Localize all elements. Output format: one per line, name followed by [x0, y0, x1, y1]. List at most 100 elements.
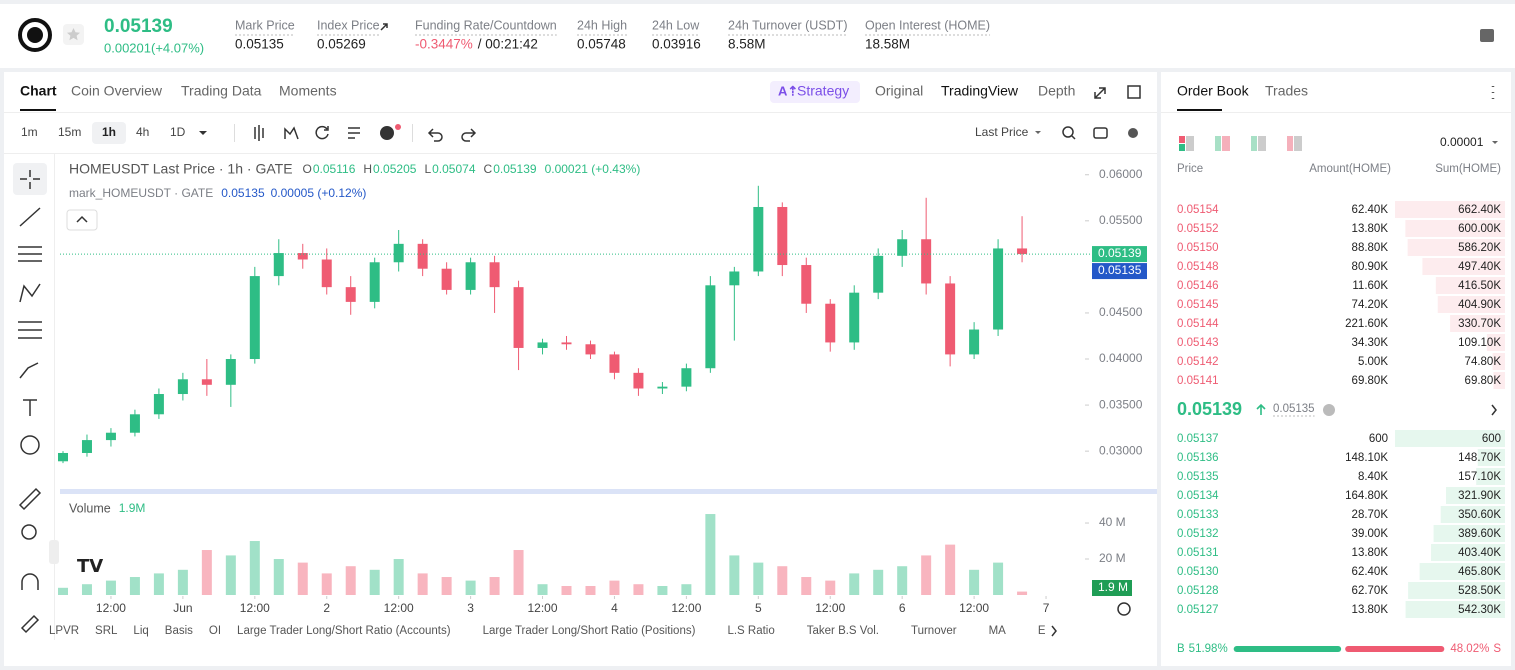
search-icon[interactable]: [1062, 126, 1074, 138]
view-tab[interactable]: TradingView: [941, 83, 1019, 99]
collapse-button[interactable]: [66, 209, 98, 231]
ruler-tool[interactable]: [18, 487, 42, 511]
ob-sum: 662.40K: [1458, 204, 1501, 216]
template-icon[interactable]: [348, 127, 360, 139]
redo-icon[interactable]: [461, 128, 477, 142]
indicator[interactable]: Large Trader Long/Short Ratio (Positions…: [483, 625, 696, 637]
x-tick-label: 12:00: [671, 601, 701, 615]
tab[interactable]: Coin Overview: [71, 83, 163, 99]
indicator[interactable]: Large Trader Long/Short Ratio (Accounts): [237, 625, 451, 637]
candle-body: [225, 359, 236, 385]
x-tick-label: 12:00: [959, 601, 989, 615]
indicator[interactable]: Taker B.S Vol.: [807, 625, 879, 637]
text-tool[interactable]: [23, 399, 37, 416]
crosshair-tool[interactable]: [20, 170, 40, 189]
fib-tool[interactable]: [18, 321, 42, 339]
candle-type-icon[interactable]: [254, 125, 264, 141]
zoom-tool[interactable]: [21, 524, 37, 540]
volume-bar: [921, 555, 932, 595]
indicator[interactable]: Liq: [133, 625, 148, 637]
volume-tag: [1092, 580, 1132, 596]
y-tick-label: 0.04000: [1099, 351, 1143, 365]
candle-body: [921, 239, 932, 284]
strategy-icon: A⇡: [778, 83, 798, 98]
tv-logo: 𝗧𝗩: [77, 556, 103, 576]
indicator[interactable]: OI: [209, 625, 221, 637]
axis-settings[interactable]: [1117, 602, 1131, 616]
ob-price: 0.05135: [1177, 471, 1219, 483]
magnet-tool[interactable]: [21, 573, 39, 590]
ob-amount: 28.70K: [1352, 509, 1389, 521]
pattern-tool[interactable]: [19, 283, 41, 303]
brush-tool[interactable]: [19, 362, 39, 379]
panel-toggle[interactable]: [49, 540, 59, 564]
volume-legend-value: 1.9M: [119, 501, 146, 515]
candle-body: [417, 243, 428, 269]
depth-bar: [1433, 525, 1505, 542]
price-type[interactable]: Last Price: [975, 125, 1029, 139]
scroll-right[interactable]: [1051, 625, 1057, 637]
indicator[interactable]: EMA: [1038, 625, 1063, 637]
depth-bar: [1450, 315, 1505, 332]
replay-icon[interactable]: [315, 125, 329, 140]
add-icon[interactable]: [380, 126, 394, 140]
layout-icons[interactable]: [1179, 136, 1302, 151]
ob-amount: 13.80K: [1352, 547, 1389, 559]
volume-bar: [417, 573, 428, 595]
volume-bar: [153, 573, 164, 595]
interval[interactable]: 4h: [136, 125, 149, 139]
camera-icon[interactable]: [1093, 127, 1108, 139]
depth-bar: [1492, 353, 1505, 370]
fullscreen-icon[interactable]: [1094, 87, 1106, 99]
ob-amount: 80.90K: [1352, 261, 1389, 273]
info-icon[interactable]: [1323, 404, 1335, 416]
settings-icon[interactable]: [1128, 128, 1138, 138]
strategy-button[interactable]: [770, 81, 860, 103]
ob-sum: 157.10K: [1458, 471, 1501, 483]
dropdown-icon[interactable]: [199, 131, 207, 135]
indicator[interactable]: SRL: [95, 625, 118, 637]
indicator[interactable]: L.S Ratio: [727, 625, 774, 637]
tab[interactable]: Moments: [279, 83, 337, 99]
indicator-icon[interactable]: [284, 126, 299, 140]
indicator[interactable]: MA: [989, 625, 1007, 637]
tab[interactable]: Chart: [20, 83, 57, 99]
ob-tab[interactable]: Order Book: [1177, 83, 1250, 99]
interval[interactable]: 1D: [170, 125, 186, 139]
channel-tool[interactable]: [18, 246, 42, 262]
indicator[interactable]: LPVR: [49, 625, 79, 637]
x-tick-label: 12:00: [96, 601, 126, 615]
ob-sum: 600: [1482, 433, 1501, 445]
search-icon: [1071, 135, 1076, 140]
edit-tool[interactable]: [20, 614, 40, 634]
x-tick-label: 4: [611, 601, 618, 615]
volume-bar: [201, 550, 212, 595]
indicator[interactable]: Turnover: [911, 625, 957, 637]
line-tool[interactable]: [19, 207, 41, 227]
dropdown-icon[interactable]: [1035, 131, 1041, 134]
y-tick-label: 0.03000: [1099, 443, 1143, 457]
tab[interactable]: Trading Data: [181, 83, 262, 99]
indicator[interactable]: Basis: [165, 625, 193, 637]
interval[interactable]: 1m: [21, 125, 38, 139]
badge: [395, 124, 401, 130]
ob-price: 0.05132: [1177, 528, 1219, 540]
precision[interactable]: 0.00001: [1440, 135, 1484, 149]
view-tab[interactable]: Depth: [1038, 83, 1075, 99]
undo-icon[interactable]: [427, 128, 443, 142]
interval[interactable]: 15m: [58, 125, 81, 139]
y-tick-label: 0.06000: [1099, 167, 1143, 181]
more-arrow[interactable]: [1491, 404, 1497, 416]
candle-body: [249, 276, 260, 360]
window-icon[interactable]: [1127, 85, 1141, 99]
candle-body: [945, 283, 956, 355]
view-tab[interactable]: Strategy: [797, 83, 849, 99]
dropdown-icon[interactable]: [1492, 141, 1498, 144]
view-tab[interactable]: Original: [875, 83, 923, 99]
emoji-tool[interactable]: [20, 435, 40, 455]
ob-tab[interactable]: Trades: [1265, 83, 1308, 99]
volume-bar: [441, 577, 452, 595]
interval[interactable]: 1h: [102, 125, 116, 139]
volume-bar: [897, 566, 908, 595]
book-icon[interactable]: [1480, 29, 1494, 42]
